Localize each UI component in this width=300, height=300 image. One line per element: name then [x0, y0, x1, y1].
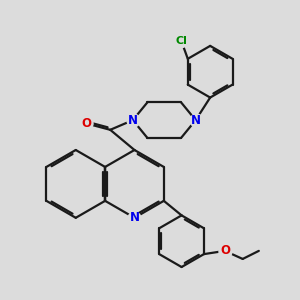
Text: O: O	[81, 117, 91, 130]
Text: O: O	[220, 244, 230, 257]
Text: N: N	[128, 114, 138, 127]
Text: Cl: Cl	[176, 36, 187, 46]
Text: N: N	[130, 211, 140, 224]
Text: N: N	[190, 114, 201, 127]
